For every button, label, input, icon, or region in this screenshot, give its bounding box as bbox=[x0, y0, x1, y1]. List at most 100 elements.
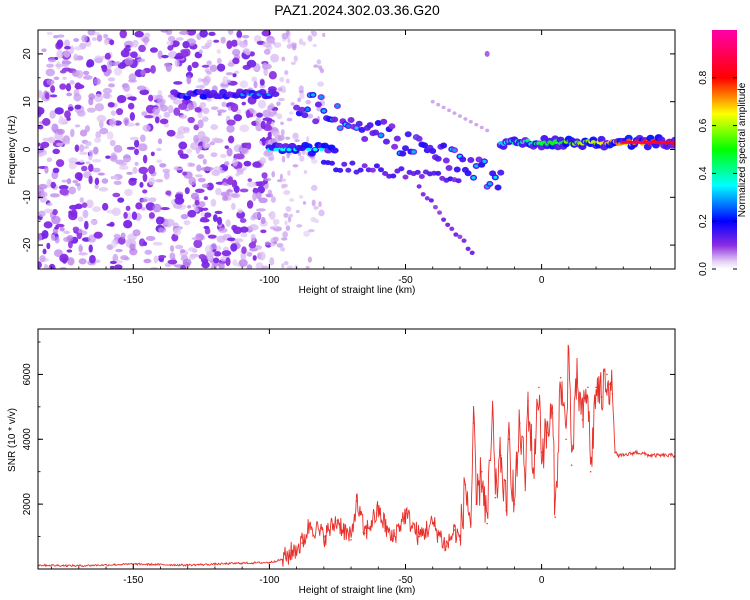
spectrogram-cell bbox=[186, 30, 197, 36]
spectrogram-cell bbox=[219, 88, 228, 95]
spectrogram-cell bbox=[290, 61, 296, 66]
spectrogram-cell bbox=[240, 232, 248, 238]
spectrogram-cell bbox=[132, 39, 139, 48]
snr-data-point bbox=[309, 522, 312, 525]
snr-data-point bbox=[559, 376, 562, 379]
spectrogram-cell bbox=[293, 264, 299, 269]
spectrogram-cell bbox=[206, 60, 212, 66]
spectrogram-cell bbox=[251, 76, 258, 83]
snr-series-line bbox=[38, 344, 675, 568]
spectrogram-cell bbox=[252, 187, 259, 194]
spectrogram-cell bbox=[183, 220, 191, 226]
spectrogram-cell bbox=[113, 233, 121, 239]
spectrogram-cell bbox=[44, 165, 49, 174]
spectrogram-cell bbox=[38, 233, 43, 242]
spectrogram-cell bbox=[107, 101, 115, 108]
spectrogram-cell bbox=[187, 116, 195, 124]
spectrogram-cell bbox=[293, 104, 301, 111]
spectrogram-cell bbox=[90, 219, 98, 225]
spectrogram-cell bbox=[196, 89, 205, 96]
spectrogram-cell bbox=[69, 80, 75, 85]
spectrogram-cell bbox=[240, 147, 249, 155]
spectrogram-cell bbox=[194, 188, 205, 193]
spectrogram-cell bbox=[230, 202, 236, 211]
spectrogram-cell bbox=[140, 198, 148, 203]
spectrogram-cell bbox=[142, 189, 148, 194]
spectrogram-cell bbox=[283, 190, 291, 195]
spectrogram-cell bbox=[51, 215, 61, 225]
spectrogram-cell bbox=[106, 223, 115, 227]
snr-data-point bbox=[241, 562, 243, 564]
spectrogram-cell bbox=[578, 143, 587, 151]
snr-xtick-label: -50 bbox=[398, 575, 413, 586]
spectrogram-cell bbox=[165, 218, 175, 227]
spectrogram-cell bbox=[239, 40, 248, 48]
spectrogram-cell bbox=[230, 103, 239, 113]
snr-data-point bbox=[282, 558, 284, 561]
snr-data-point bbox=[611, 393, 614, 395]
spectrogram-cell bbox=[267, 131, 272, 139]
spectrogram-cell bbox=[117, 197, 125, 203]
spectrogram-cell bbox=[286, 117, 293, 122]
spectrogram-cell bbox=[141, 207, 146, 211]
spectrogram-cell bbox=[77, 172, 83, 182]
spectrogram-cell bbox=[469, 250, 475, 256]
spectrogram-cell bbox=[232, 73, 237, 78]
spectrogram-cell bbox=[246, 200, 254, 209]
spectrogram-cell bbox=[432, 204, 438, 210]
spectrogram-cell bbox=[428, 198, 434, 203]
spectrogram-cell bbox=[402, 174, 409, 180]
spectrogram-cell bbox=[475, 156, 483, 163]
spectrogram-cell bbox=[262, 41, 272, 48]
spectrogram-cell bbox=[165, 63, 172, 72]
spectrogram-cell bbox=[128, 73, 137, 82]
spectrogram-cell bbox=[314, 218, 320, 224]
spectrogram-cell bbox=[187, 209, 197, 218]
spectrogram-cell bbox=[299, 92, 305, 100]
spectrogram-cell bbox=[479, 125, 484, 130]
spectrogram-cell bbox=[47, 58, 57, 63]
snr-data-point bbox=[614, 451, 616, 454]
snr-data-point bbox=[519, 422, 521, 424]
spectrogram-cell bbox=[94, 184, 99, 190]
spectrogram-cell bbox=[319, 95, 324, 99]
spectrogram-cell bbox=[463, 117, 468, 121]
figure-title: PAZ1.2024.302.03.36.G20 bbox=[274, 2, 440, 18]
spectrogram-cell bbox=[216, 63, 226, 72]
spectrogram-cell bbox=[193, 134, 200, 143]
spectrogram-cell bbox=[188, 176, 196, 186]
spectrogram-cell bbox=[305, 99, 311, 105]
spectrogram-cell bbox=[49, 94, 58, 98]
spectrogram-cell bbox=[284, 70, 289, 75]
spectrogram-cell bbox=[281, 183, 289, 188]
spectrogram-cell bbox=[174, 58, 180, 68]
spectrogram-cell bbox=[338, 126, 343, 130]
spectrogram-cell bbox=[202, 116, 209, 122]
spectrogram-cell bbox=[92, 159, 102, 163]
spectrogram-cell bbox=[280, 247, 284, 252]
snr-data-point bbox=[581, 419, 584, 421]
spectrogram-cell bbox=[148, 197, 157, 203]
spectrogram-cell bbox=[52, 167, 60, 174]
spectrogram-cell bbox=[175, 37, 184, 41]
spectrogram-cell bbox=[82, 209, 89, 219]
spectrogram-cell bbox=[272, 236, 279, 242]
spectrogram-cell bbox=[276, 101, 281, 106]
spectrogram-cell bbox=[320, 142, 329, 149]
spectrogram-cell bbox=[109, 39, 115, 46]
spectrogram-cell bbox=[318, 209, 325, 217]
spectrogram-cell bbox=[186, 75, 192, 85]
snr-data-point bbox=[453, 529, 456, 531]
spectrogram-cell bbox=[311, 199, 316, 207]
spectrogram-cell bbox=[139, 89, 150, 96]
spectrogram-cell bbox=[88, 175, 93, 185]
spectrogram-cell bbox=[424, 196, 430, 201]
spectrogram-cell bbox=[369, 167, 376, 173]
spectrogram-cell bbox=[38, 106, 45, 115]
spectrogram-cell bbox=[93, 31, 100, 36]
snr-data-point bbox=[445, 545, 448, 548]
spectrogram-cell bbox=[221, 250, 232, 257]
spectrogram-cell bbox=[200, 167, 210, 172]
spectrogram-cell bbox=[142, 37, 150, 43]
